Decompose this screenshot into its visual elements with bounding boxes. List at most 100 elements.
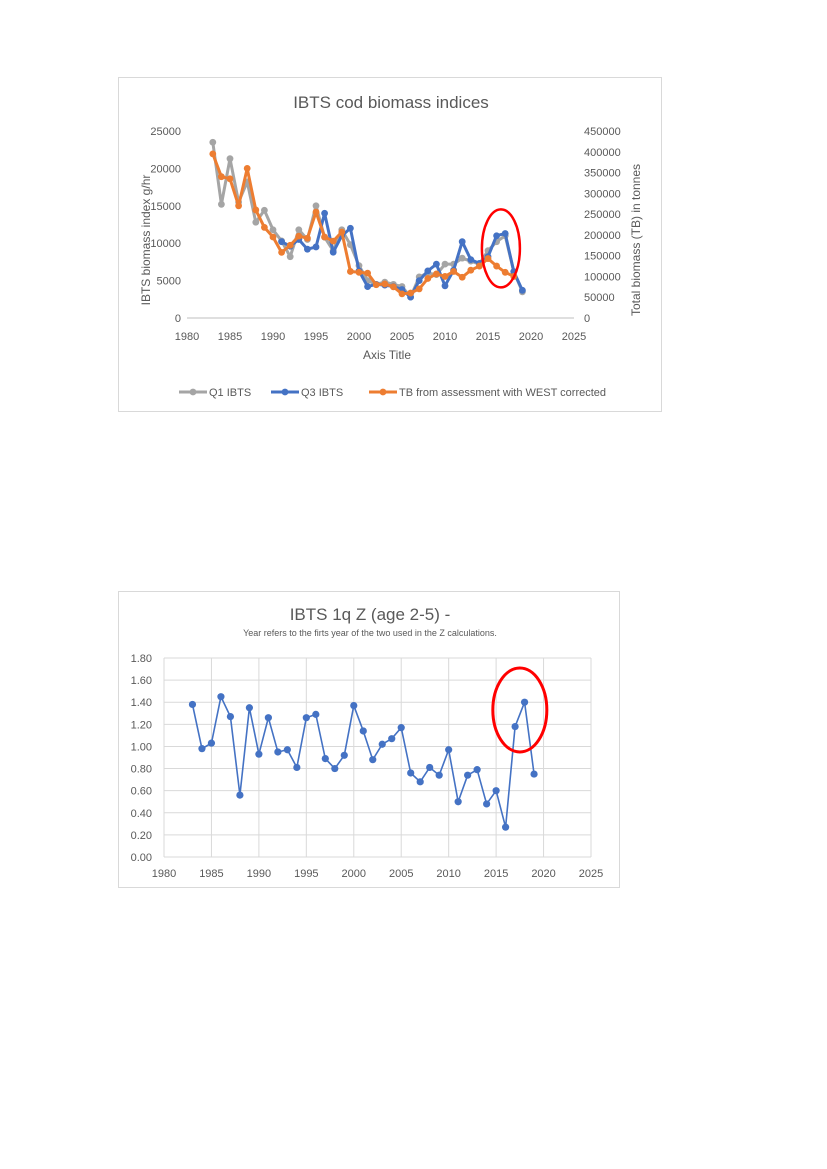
y-tick-label: 1.60 [131, 675, 152, 687]
data-point [293, 763, 301, 772]
y-tick-label: 1.80 [131, 653, 152, 665]
data-point [493, 262, 500, 270]
data-point [454, 798, 462, 806]
y-tick-label: 15000 [150, 201, 181, 213]
z-chart-svg: IBTS 1q Z (age 2-5) - Year refers to the… [131, 605, 604, 880]
data-point [245, 704, 253, 712]
y2-tick-label: 400000 [584, 147, 621, 159]
legend-label: TB from assessment with WEST corrected [399, 387, 606, 399]
data-point [493, 232, 500, 240]
data-point [364, 269, 371, 277]
data-point [433, 270, 440, 278]
biomass-chart: IBTS cod biomass indices 0 5000 10000 15000… [118, 77, 662, 412]
x-tick-label: 1980 [152, 868, 176, 880]
data-point [209, 138, 217, 146]
data-point [398, 290, 406, 298]
y2-tick-label: 300000 [584, 188, 621, 200]
data-point [450, 268, 457, 275]
data-point [286, 253, 294, 261]
y2-tick-label: 450000 [584, 126, 621, 138]
data-point [350, 701, 358, 710]
data-point [433, 260, 440, 268]
x-tick-label: 2000 [342, 868, 366, 880]
data-point [476, 262, 483, 270]
y2-tick-label: 250000 [584, 209, 621, 221]
data-point [207, 739, 216, 747]
data-point [407, 769, 415, 777]
data-point [264, 714, 272, 722]
data-point [359, 727, 367, 735]
y-axis-title: IBTS biomass index g/hr [139, 175, 153, 306]
legend-swatch-marker [189, 388, 197, 396]
data-point [198, 745, 206, 753]
y-tick-label: 0 [175, 313, 181, 325]
y-tick-label: 0.40 [131, 808, 152, 820]
data-point [388, 735, 396, 743]
data-point [378, 740, 386, 748]
x-tick-label: 1990 [261, 331, 285, 343]
data-point [458, 273, 466, 281]
data-point [415, 277, 423, 284]
data-point [304, 245, 311, 253]
data-point [458, 238, 466, 246]
data-point [243, 165, 251, 172]
x-tick-label: 2025 [562, 331, 586, 343]
data-point [269, 226, 277, 234]
data-point [441, 282, 449, 290]
data-point [520, 698, 529, 706]
legend-swatch-marker [281, 388, 289, 396]
data-point [372, 281, 380, 289]
legend-swatch-marker [379, 388, 387, 396]
x-tick-label: 2015 [476, 331, 500, 343]
data-point [483, 800, 491, 808]
legend-label: Q3 IBTS [301, 387, 343, 399]
data-point [188, 700, 197, 709]
x-tick-label: 2000 [347, 331, 371, 343]
data-point [261, 206, 268, 214]
data-point [331, 764, 339, 773]
x-tick-label: 1995 [294, 868, 318, 880]
data-point [501, 268, 509, 276]
y-tick-label: 20000 [150, 163, 181, 175]
data-point [312, 243, 320, 251]
data-point [278, 248, 285, 256]
x-tick-label: 2005 [389, 868, 413, 880]
x-tick-label: 1985 [218, 331, 242, 343]
data-point [252, 218, 260, 226]
data-point [519, 286, 526, 294]
data-point [252, 206, 260, 214]
data-point [236, 791, 244, 799]
data-point [286, 241, 294, 249]
data-point [226, 175, 234, 183]
y-tick-label: 0.60 [131, 786, 152, 798]
data-point [467, 266, 475, 274]
y-tick-label: 1.00 [131, 741, 152, 753]
y-tick-label: 1.20 [131, 719, 152, 731]
x-tick-label: 1980 [175, 331, 199, 343]
data-point [381, 280, 389, 288]
data-point [424, 275, 432, 282]
data-point [217, 693, 225, 701]
x-tick-label: 2020 [519, 331, 543, 343]
y-tick-label: 10000 [150, 238, 181, 250]
data-point [278, 238, 285, 246]
data-point [390, 283, 397, 291]
data-point [218, 173, 225, 181]
y-tick-label: 0.20 [131, 830, 152, 842]
data-point [347, 224, 354, 232]
x-tick-label: 2015 [484, 868, 508, 880]
x-tick-label: 2005 [390, 331, 414, 343]
z-chart: IBTS 1q Z (age 2-5) - Year refers to the… [118, 591, 620, 888]
data-point [340, 751, 348, 759]
data-point [295, 232, 303, 240]
data-point [312, 710, 320, 718]
data-point [492, 787, 500, 795]
y-tick-label: 5000 [157, 276, 181, 288]
y-tick-label: 25000 [150, 126, 181, 138]
highlight-ellipse [491, 666, 549, 754]
data-point [397, 724, 405, 732]
data-point [501, 230, 509, 237]
legend-label: Q1 IBTS [209, 387, 251, 399]
data-point [255, 750, 263, 758]
data-point [321, 209, 328, 217]
